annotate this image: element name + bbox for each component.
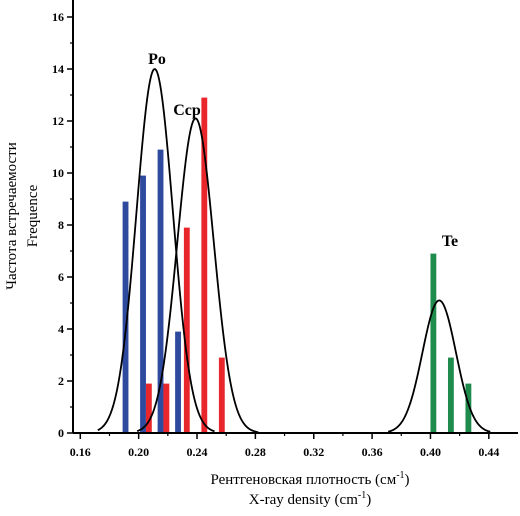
y-tick-label: 14 — [52, 62, 64, 76]
y-axis-label-ru: Частота встречаемости — [4, 142, 20, 290]
bar-te-2 — [447, 357, 454, 433]
y-axis-label-en: Frequence — [25, 184, 41, 247]
labels-layer: Po Ccp Te — [148, 51, 458, 250]
x-axis-label-ru-sup: -1 — [396, 470, 404, 481]
bar-po-2 — [140, 175, 146, 433]
x-tick-label: 0.20 — [128, 445, 149, 459]
x-axis-label-en-end: ) — [366, 492, 371, 508]
fit-curve-ccp — [136, 117, 259, 434]
fit-curve-te — [387, 299, 491, 433]
x-tick-label: 0.16 — [70, 445, 91, 459]
bar-te-1 — [430, 253, 437, 433]
bar-po-4 — [175, 331, 181, 433]
series-label-ccp: Ccp — [173, 102, 201, 119]
axes: 0.16 0.20 0.24 0.28 0.32 0.36 0.40 0.44 0 2 4 6 8 10 1… — [52, 0, 518, 459]
bar-ccp-1 — [145, 383, 152, 433]
x-tick-label: 0.44 — [478, 445, 499, 459]
curves-layer — [97, 68, 491, 434]
y-tick-label: 0 — [58, 426, 64, 440]
y-tick-label: 8 — [58, 218, 64, 232]
y-tick-label: 4 — [58, 322, 64, 336]
bar-ccp-2 — [163, 383, 170, 433]
x-axis-label-en-sup: -1 — [358, 490, 366, 501]
x-axis-label-en: X-ray density (cm-1) — [249, 490, 371, 508]
bars-layer — [122, 97, 472, 433]
bar-te-3 — [465, 383, 472, 433]
bar-ccp-5 — [218, 357, 225, 433]
x-axis-label-ru: Рентгеновская плотность (см-1) — [210, 470, 409, 488]
y-tick-label: 2 — [58, 374, 64, 388]
y-tick-label: 12 — [52, 114, 64, 128]
series-label-po: Po — [148, 51, 166, 68]
y-tick-label: 6 — [58, 270, 64, 284]
x-tick-label: 0.40 — [420, 445, 441, 459]
bar-ccp-3 — [183, 227, 190, 433]
bar-ccp-4 — [201, 97, 208, 433]
bar-po-1 — [122, 201, 129, 433]
series-label-te: Te — [442, 233, 458, 250]
x-axis-label-ru-end: ) — [405, 472, 410, 488]
x-tick-label: 0.28 — [245, 445, 266, 459]
y-tick-label: 10 — [52, 166, 64, 180]
x-tick-label: 0.36 — [362, 445, 383, 459]
bar-po-3 — [157, 149, 164, 433]
x-tick-label: 0.24 — [187, 445, 208, 459]
y-tick-label: 16 — [52, 10, 64, 24]
fit-curve-po — [97, 68, 215, 433]
x-tick-label: 0.32 — [303, 445, 324, 459]
